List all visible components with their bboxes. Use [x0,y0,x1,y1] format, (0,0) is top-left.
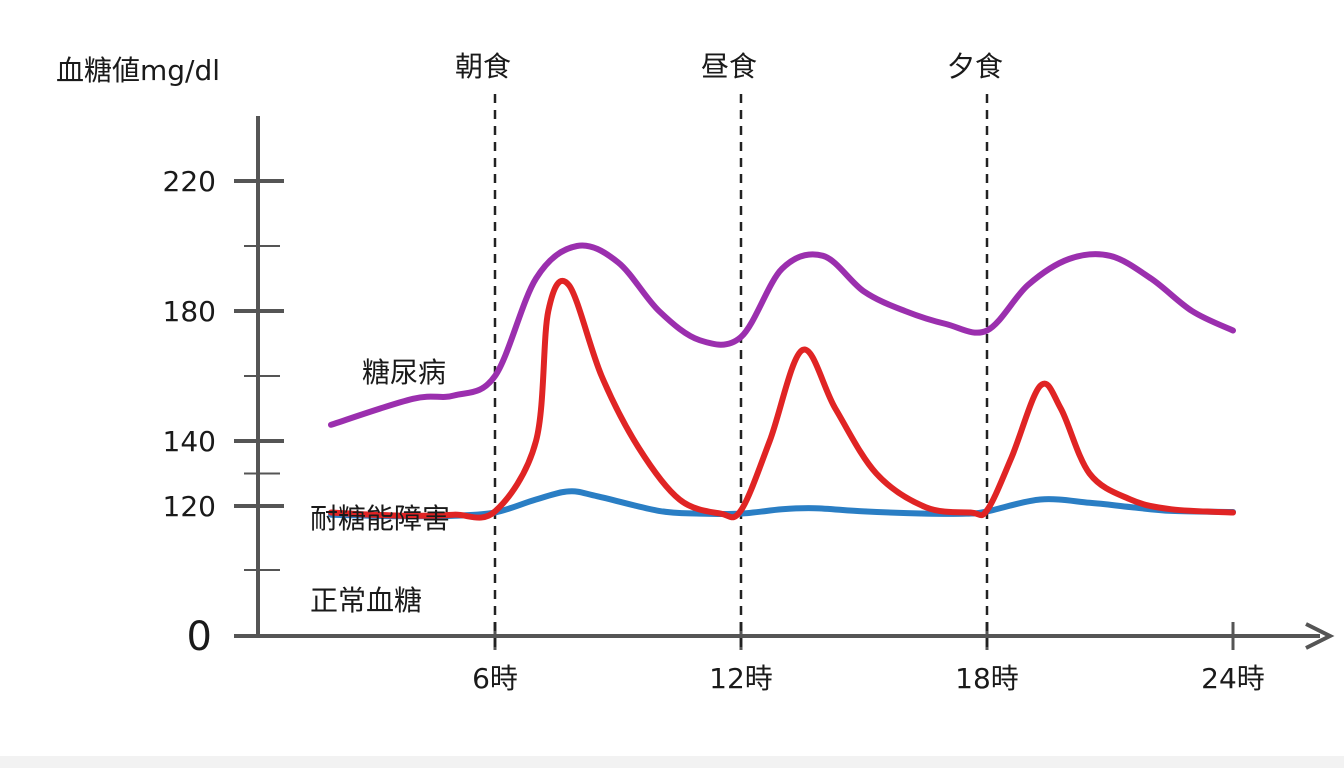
series-line-2 [328,488,1236,520]
x-tick-label: 6時 [472,662,518,695]
y-axis-label: 血糖値mg/dl [56,54,220,87]
y-tick-label: 140 [163,425,216,458]
series-lines [328,242,1236,521]
bottom-band [0,756,1344,768]
axes: 220 180 140 120 0 6時 12時 18時 24時 [163,116,1335,695]
series-line-1 [328,277,1236,521]
x-tick-label: 12時 [709,662,773,695]
meal-label: 昼食 [701,50,757,83]
x-axis-arrow-icon [1305,622,1335,650]
x-tick-label: 18時 [955,662,1019,695]
y-tick-label: 0 [187,614,212,660]
x-tick-label: 24時 [1201,662,1265,695]
series-label-0: 糖尿病 [362,356,446,389]
meal-markers: 朝食 昼食 夕食 [455,50,1003,650]
y-tick-label: 120 [163,490,216,523]
y-tick-label: 220 [163,165,216,198]
series-label-1: 耐糖能障害 [310,502,450,535]
meal-label: 朝食 [455,50,511,83]
meal-label: 夕食 [947,50,1003,83]
series-line-0 [328,242,1236,428]
series-label-2: 正常血糖 [310,584,422,617]
y-tick-label: 180 [163,295,216,328]
